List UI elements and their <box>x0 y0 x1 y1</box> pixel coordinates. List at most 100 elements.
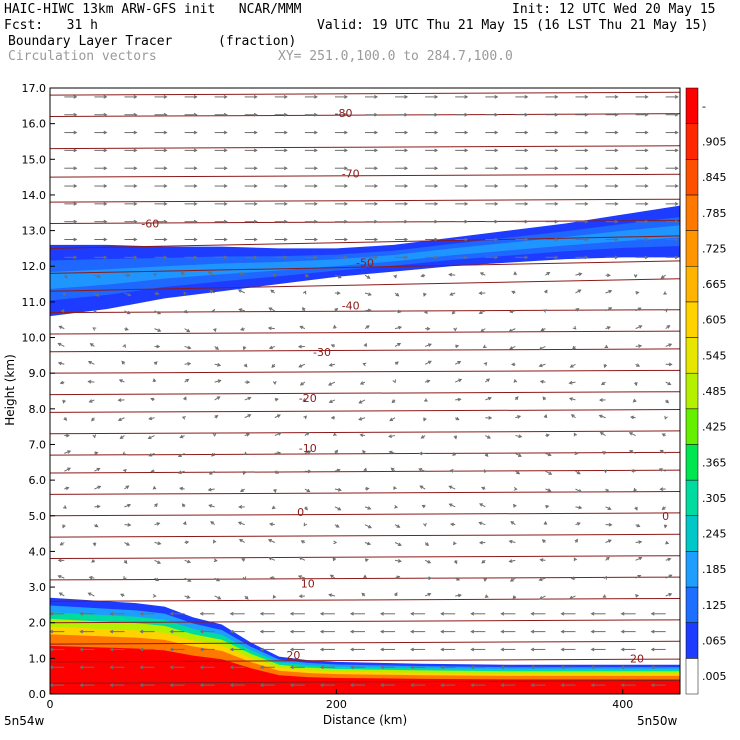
y-tick-label: 8.0 <box>29 403 47 416</box>
vector-arrowhead <box>163 95 168 99</box>
vector-arrowhead <box>122 343 126 348</box>
vector-arrowhead <box>487 435 491 439</box>
vector-arrowhead <box>199 611 204 616</box>
vector-arrowhead <box>181 416 186 420</box>
vector-arrowhead <box>530 665 535 670</box>
vector-arrowhead <box>568 595 573 600</box>
vector-arrowhead <box>410 611 415 616</box>
vector-arrowhead <box>638 540 643 544</box>
vector-arrowhead <box>539 558 544 562</box>
vector-arrowhead <box>156 522 161 526</box>
vector-arrowhead <box>88 575 93 580</box>
vector-arrowhead <box>374 201 379 206</box>
vector-arrowhead <box>539 379 544 384</box>
vector-arrowhead <box>434 166 439 171</box>
vector-arrowhead <box>530 611 535 616</box>
vector-arrowhead <box>133 112 138 117</box>
vector-arrowhead <box>455 344 460 349</box>
vector-arrowhead <box>329 574 334 579</box>
vector-arrowhead <box>344 148 348 153</box>
vector-arrowhead <box>644 184 649 188</box>
vector-arrow <box>394 542 402 546</box>
y-tick-label: 6.0 <box>29 474 47 487</box>
vector-arrowhead <box>509 578 514 582</box>
vector-arrowhead <box>289 647 294 652</box>
colorbar-swatch <box>685 123 699 160</box>
isotherm-line <box>49 409 681 413</box>
vector-arrowhead <box>633 382 638 387</box>
vector-arrowhead <box>73 184 78 188</box>
vector-arrowhead <box>304 506 308 511</box>
vector-arrowhead <box>650 611 655 616</box>
colorbar: .005 .065 .125 .185 .245 .305 .365 .425 .485 .545… <box>685 87 727 695</box>
vector-arrowhead <box>573 432 578 437</box>
vector-arrowhead <box>253 255 258 260</box>
vector-arrow <box>148 435 155 439</box>
vector-arrowhead <box>169 629 174 634</box>
vector-arrowhead <box>478 540 483 545</box>
y-tick-label: 0.0 <box>29 688 47 701</box>
vector-arrowhead <box>637 307 642 311</box>
vector-arrowhead <box>584 237 589 242</box>
vector-arrowhead <box>259 683 264 687</box>
vector-arrowhead <box>182 521 187 526</box>
vector-arrowhead <box>362 362 367 367</box>
x-tick-label: 0 <box>47 698 54 711</box>
vector-arrowhead <box>302 398 307 402</box>
vector-arrowhead <box>614 130 619 135</box>
vector-arrowhead <box>125 485 130 489</box>
vector-arrowhead <box>530 647 535 652</box>
vector-arrowhead <box>103 112 108 117</box>
vector-arrowhead <box>133 201 138 206</box>
vector-arrowhead <box>374 95 379 99</box>
vector-arrowhead <box>544 289 548 294</box>
vector-arrowhead <box>336 291 341 295</box>
vector-arrowhead <box>283 148 288 153</box>
vector-arrow <box>64 467 71 472</box>
vector-arrowhead <box>488 416 493 420</box>
vector-arrowhead <box>456 577 461 581</box>
vector-arrowhead <box>337 274 342 279</box>
isotherm-line <box>49 619 681 624</box>
vector-arrowhead <box>666 325 671 329</box>
vector-arrowhead <box>122 468 127 473</box>
vector-arrowhead <box>148 416 153 421</box>
vector-arrowhead <box>361 592 366 597</box>
vector-arrowhead <box>453 560 458 565</box>
vector-arrowhead <box>272 273 277 278</box>
vector-arrowhead <box>163 112 168 117</box>
vector-arrowhead <box>494 255 499 260</box>
vector-arrow <box>328 381 336 386</box>
vector-arrowhead <box>614 184 619 188</box>
vector-arrowhead <box>448 272 453 277</box>
vector-arrowhead <box>434 148 439 153</box>
colorbar-label: .725 <box>702 242 727 255</box>
y-tick-label: 13.0 <box>22 225 47 238</box>
vector-arrowhead <box>434 219 439 224</box>
vector-arrowhead <box>289 629 294 634</box>
isotherm-line <box>49 278 681 292</box>
vector-arrowhead <box>60 308 65 313</box>
isotherm-line <box>49 91 681 96</box>
vector-arrowhead <box>344 255 348 260</box>
vector-arrowhead <box>344 130 348 135</box>
vector-arrowhead <box>253 201 258 206</box>
vector-arrowhead <box>644 255 649 260</box>
colorbar-label: .905 <box>702 135 727 148</box>
vector-arrowhead <box>124 327 129 331</box>
vector-arrowhead <box>634 506 638 511</box>
vector-arrowhead <box>569 364 574 368</box>
vector-arrowhead <box>103 184 108 188</box>
vector-arrowhead <box>313 112 318 117</box>
vector-arrowhead <box>513 487 518 491</box>
vector-arrowhead <box>554 255 559 260</box>
colorbar-swatch <box>685 372 699 410</box>
vector-arrowhead <box>302 306 306 311</box>
vector-arrowhead <box>133 255 138 260</box>
vector-arrowhead <box>313 95 318 99</box>
isotherm-line <box>49 145 681 150</box>
vector-arrowhead <box>576 522 581 526</box>
y-tick-label: 9.0 <box>29 367 47 380</box>
isotherm-label: 20 <box>286 649 300 662</box>
vector-arrowhead <box>96 504 101 509</box>
